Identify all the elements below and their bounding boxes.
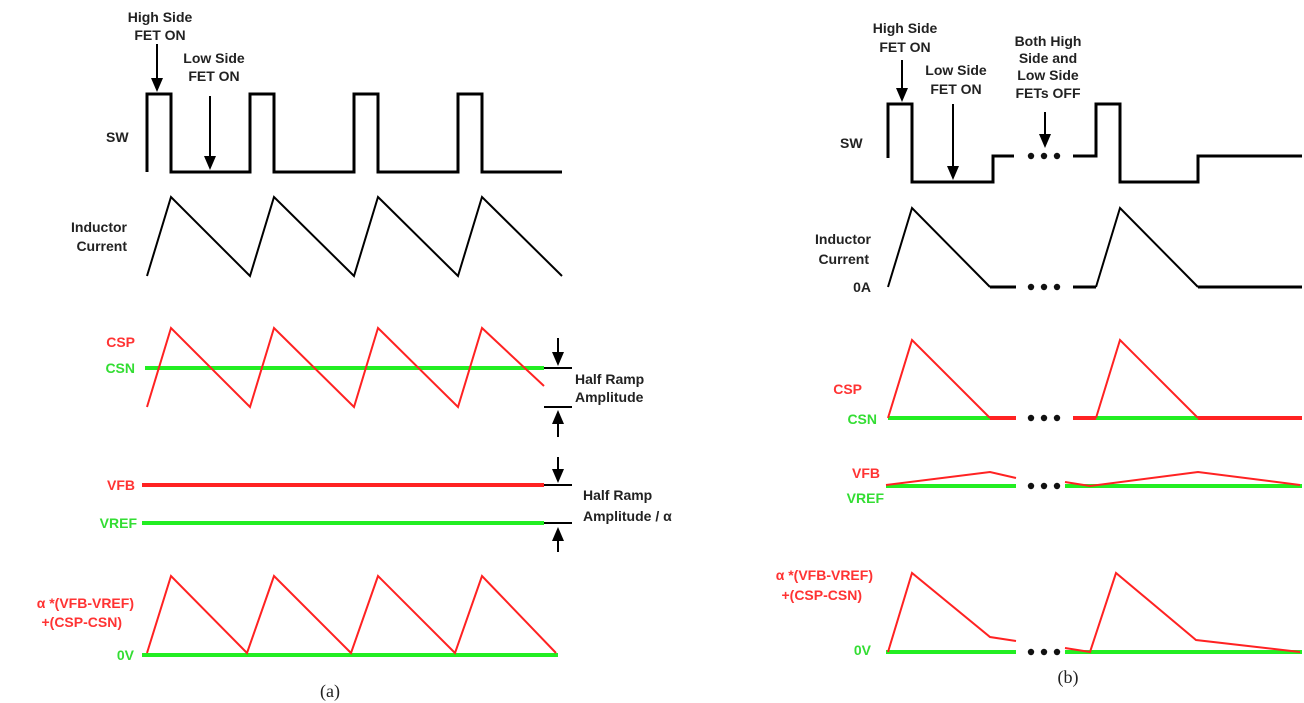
a-sum-label-1: α *(VFB-VREF) (37, 595, 134, 611)
b-vref-label: VREF (847, 490, 885, 506)
b-vfb-label: VFB (852, 465, 880, 481)
a-sw-label: SW (106, 129, 129, 145)
a-half-ramp-alpha-marker (544, 457, 572, 552)
a-vfb-label: VFB (107, 477, 135, 493)
b-inductor-current-part-1 (887, 206, 991, 288)
b-both-off-label-3: Low Side (1017, 67, 1079, 83)
a-csp-label: CSP (106, 334, 135, 350)
a-low-side-label-2: FET ON (188, 68, 239, 84)
b-sum-label-2: +(CSP-CSN) (781, 587, 862, 603)
b-sum-part-2 (1064, 571, 1301, 654)
a-inductor-label-2: Current (76, 238, 127, 254)
b-both-off-label-2: Side and (1019, 50, 1077, 66)
b-inductor-label-1: Inductor (815, 231, 872, 247)
b-zero-a-label: 0A (853, 279, 871, 295)
a-csn-label: CSN (105, 360, 135, 376)
b-high-side-label-2: FET ON (879, 39, 930, 55)
a-inductor-label-1: Inductor (71, 219, 128, 235)
panel-b: High Side FET ON Low Side FET ON Both Hi… (776, 20, 1302, 688)
b-high-side-label-1: High Side (873, 20, 938, 36)
b-csp-part-2 (1095, 338, 1199, 419)
b-vfb-part-2 (1064, 470, 1301, 488)
b-zero-v-label: 0V (854, 642, 872, 658)
a-sum-waveform (146, 574, 557, 655)
b-sw-ellipsis (1027, 152, 1061, 160)
a-sw-waveform (145, 92, 562, 174)
a-half-ramp-label-1: Half Ramp (575, 371, 644, 387)
b-inductor-ellipsis (1027, 283, 1061, 291)
b-inductor-current-part-2 (1095, 206, 1199, 288)
b-caption: (b) (1058, 667, 1079, 688)
a-vref-label: VREF (100, 515, 138, 531)
a-high-side-arrow (151, 44, 163, 92)
b-high-side-arrow (896, 60, 908, 102)
b-both-off-label-1: Both High (1015, 33, 1082, 49)
a-low-side-label-1: Low Side (183, 50, 245, 66)
a-half-ramp-alpha-label-2: Amplitude / α (583, 508, 672, 524)
b-sum-part-1 (887, 571, 1017, 653)
b-low-side-label-2: FET ON (930, 81, 981, 97)
a-caption: (a) (320, 681, 340, 702)
b-low-side-arrow (947, 104, 959, 180)
b-sw-waveform-part-2 (1073, 102, 1302, 184)
a-half-ramp-label-2: Amplitude (575, 389, 644, 405)
b-both-off-arrow (1039, 112, 1051, 148)
a-inductor-current-waveform (146, 195, 563, 278)
b-vfb-part-1 (885, 470, 1017, 486)
a-low-side-arrow (204, 96, 216, 170)
b-both-off-label-4: FETs OFF (1015, 85, 1081, 101)
a-half-ramp-marker (544, 338, 572, 437)
a-sum-label-2: +(CSP-CSN) (41, 614, 122, 630)
b-sw-label: SW (840, 135, 863, 151)
a-half-ramp-alpha-label-1: Half Ramp (583, 487, 652, 503)
panel-a: High Side FET ON Low Side FET ON SW Indu… (37, 9, 672, 702)
b-low-side-label-1: Low Side (925, 62, 987, 78)
b-csp-label: CSP (833, 381, 862, 397)
b-sum-ellipsis (1027, 648, 1061, 656)
b-inductor-label-2: Current (818, 251, 869, 267)
a-zero-v-label: 0V (117, 647, 135, 663)
b-csn-label: CSN (847, 411, 877, 427)
b-csp-ellipsis (1027, 414, 1061, 422)
a-csp-waveform (146, 326, 545, 409)
a-high-side-label-1: High Side (128, 9, 193, 25)
b-sum-label-1: α *(VFB-VREF) (776, 567, 873, 583)
b-sw-waveform-part-1 (886, 102, 1014, 184)
b-vfb-ellipsis (1027, 482, 1061, 490)
b-csp-part-1 (887, 338, 991, 419)
a-high-side-label-2: FET ON (134, 27, 185, 43)
